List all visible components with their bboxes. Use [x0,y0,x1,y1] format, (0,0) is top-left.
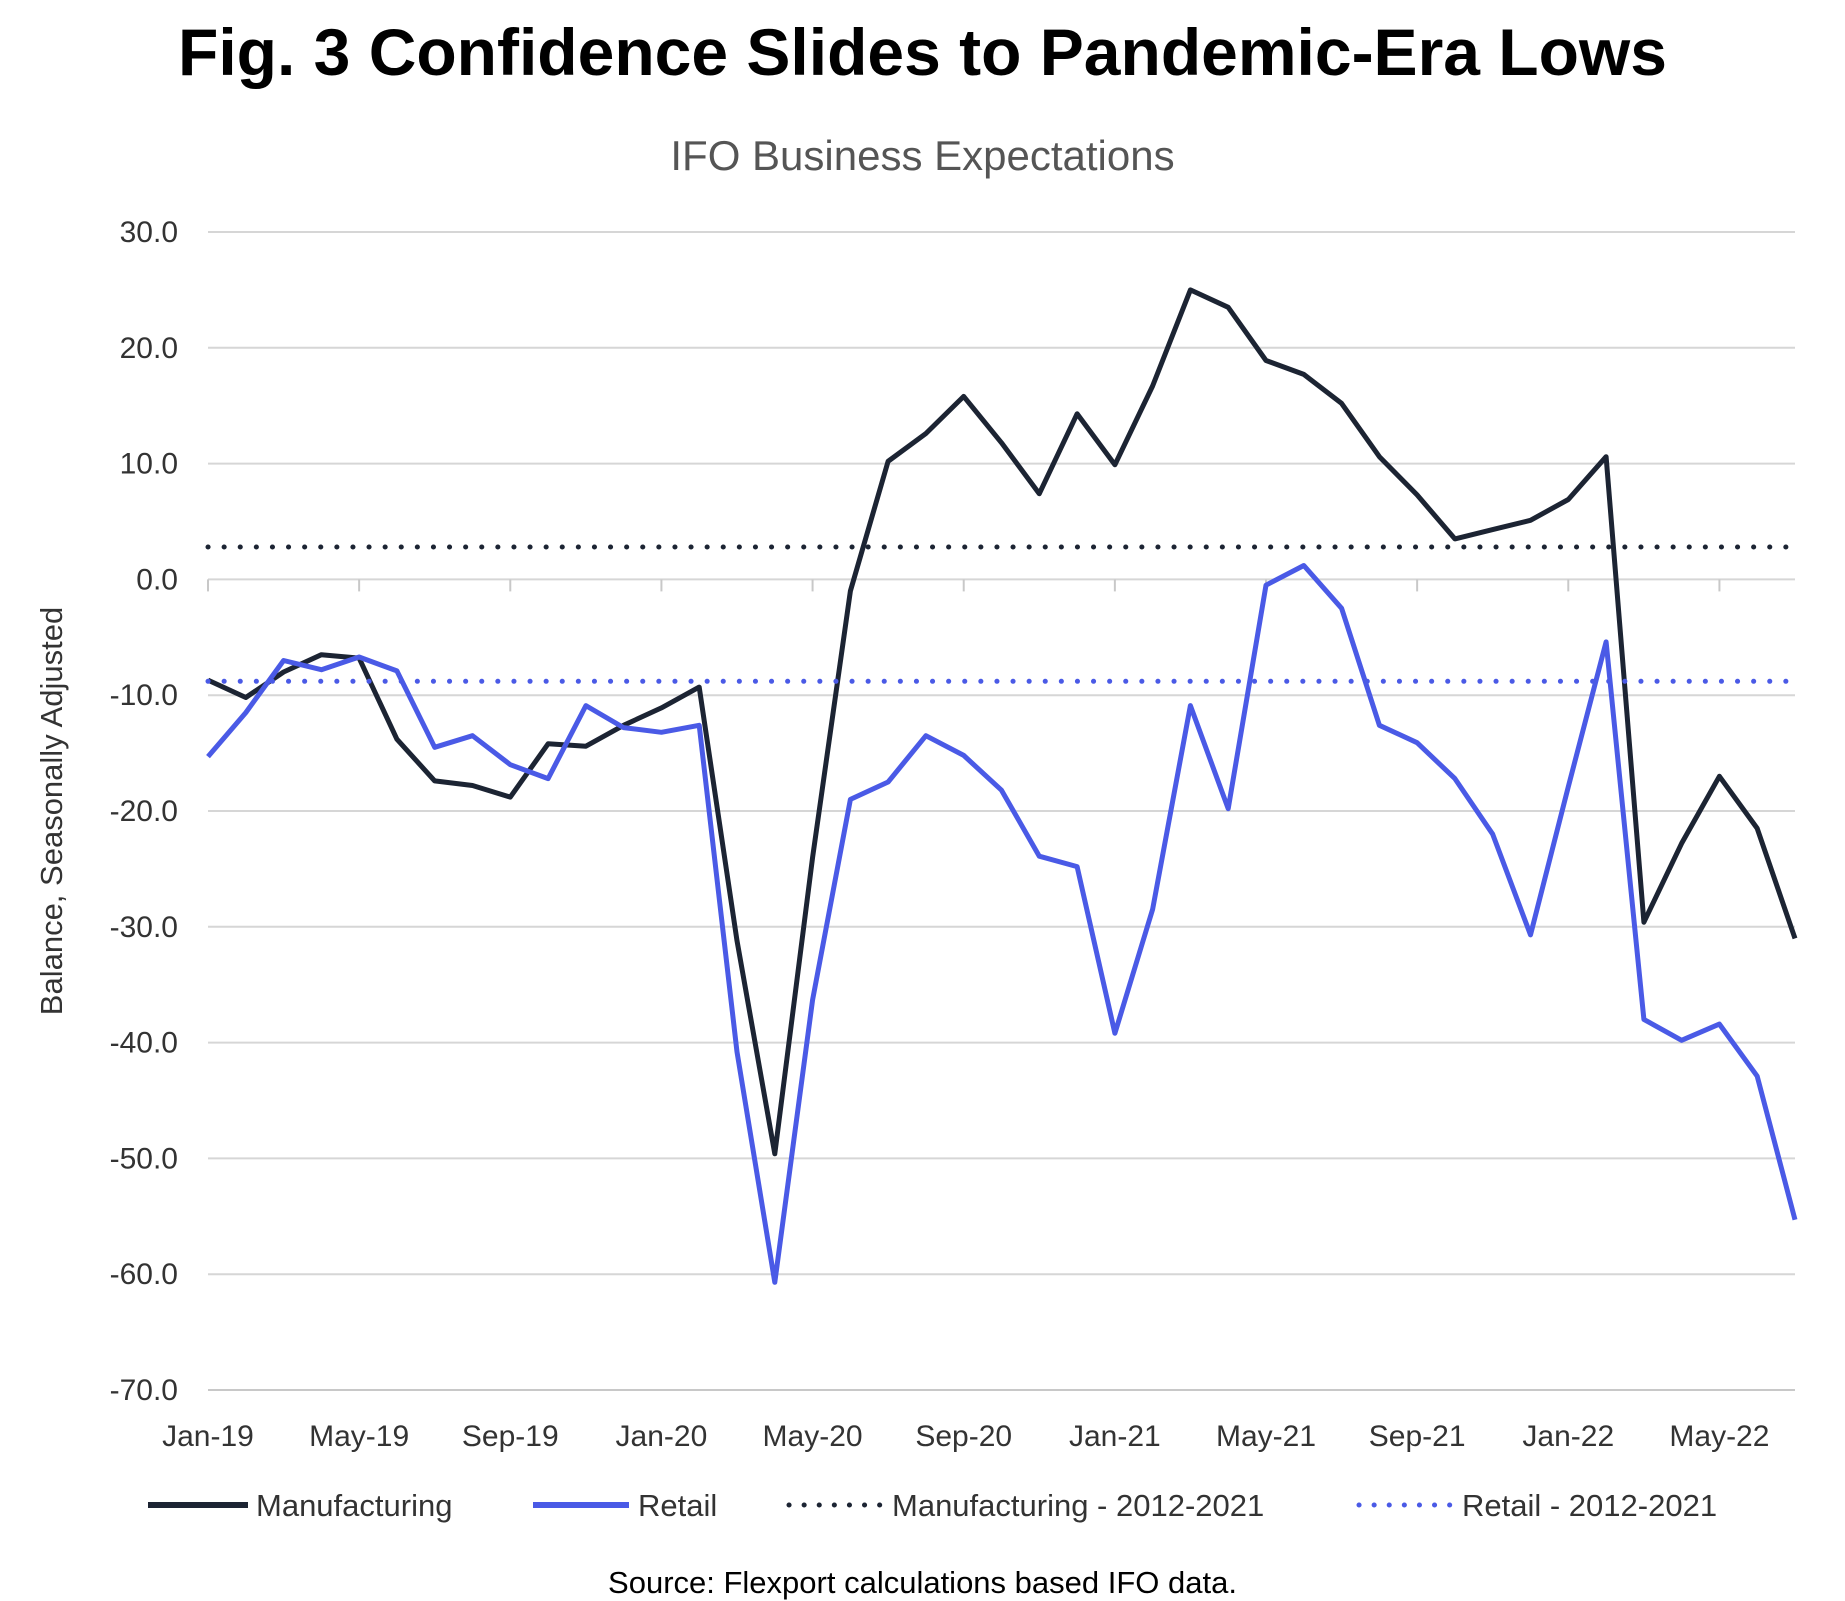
x-tick-label: Jan-19 [162,1420,254,1453]
y-tick-label: -30.0 [110,911,178,944]
y-tick-label: -20.0 [110,795,178,828]
x-tick-label: Jan-22 [1522,1420,1614,1453]
legend-label: Manufacturing [256,1488,452,1523]
y-tick-label: -10.0 [110,679,178,712]
y-tick-label: 20.0 [120,332,178,365]
x-tick-label: Jan-20 [616,1420,708,1453]
legend-item: Manufacturing - 2012-2021 [786,1488,1264,1523]
series-line [206,563,1798,1285]
x-tick-label: May-20 [763,1420,863,1453]
x-tick-label: Sep-21 [1369,1420,1466,1453]
legend-label: Manufacturing - 2012-2021 [892,1488,1264,1523]
x-tick-label: Sep-20 [915,1420,1012,1453]
x-tick-label: May-19 [309,1420,409,1453]
x-tick-label: Sep-19 [462,1420,559,1453]
y-axis-label: Balance, Seasonally Adjusted [34,607,69,1015]
y-tick-label: 0.0 [136,563,178,596]
y-tick-label: 30.0 [120,216,178,249]
series-lines [205,287,1798,1285]
x-tick-label: May-21 [1216,1420,1316,1453]
legend: Manufacturing Retail Manufacturing - 2012-… [148,1488,1717,1523]
y-tick-label: -40.0 [110,1027,178,1060]
x-tick-label: May-22 [1669,1420,1769,1453]
y-tick-label: -50.0 [110,1142,178,1175]
x-axis: Jan-19 May-19 Sep-19 Jan-20 May-20 Sep-20 Jan-… [162,579,1795,1453]
y-tick-label: 10.0 [120,448,178,481]
legend-item: Manufacturing [148,1488,452,1523]
y-tick-label: -60.0 [110,1258,178,1291]
source-note: Source: Flexport calculations based IFO … [608,1565,1237,1600]
y-tick-label: -70.0 [110,1374,178,1407]
x-tick-label: Jan-21 [1069,1420,1161,1453]
chart-title: Fig. 3 Confidence Slides to Pandemic-Era… [178,15,1667,89]
legend-label: Retail [638,1488,717,1523]
y-axis-ticks: 30.0 20.0 10.0 0.0 -10.0 -20.0 -30.0 -40.0 -50.0… [110,216,178,1407]
gridlines [208,231,1795,1391]
legend-label: Retail - 2012-2021 [1462,1488,1717,1523]
series-line [206,287,1798,1157]
chart-subtitle: IFO Business Expectations [670,132,1175,179]
legend-item: Retail [533,1488,717,1523]
legend-item: Retail - 2012-2021 [1356,1488,1717,1523]
